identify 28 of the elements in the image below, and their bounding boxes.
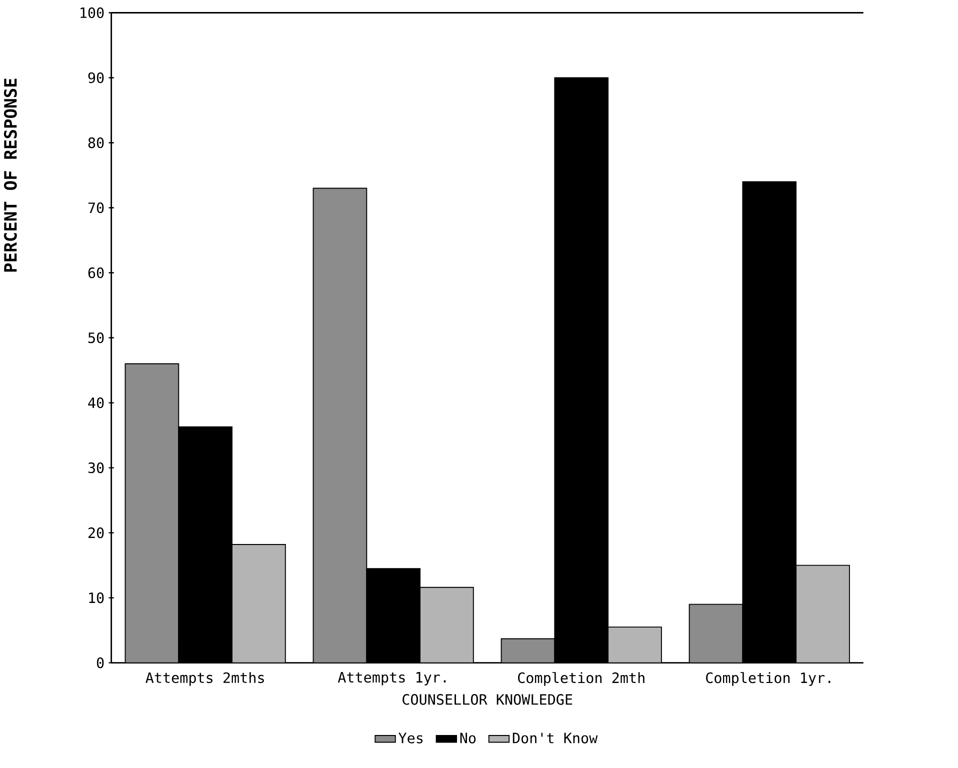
y-tick-label: 80 — [88, 137, 104, 148]
y-tick-label: 0 — [96, 658, 104, 668]
bar — [232, 544, 286, 663]
bar — [420, 587, 474, 663]
x-tick-label: Attempts 2mths — [146, 672, 264, 686]
y-axis-title: PERCENT OF RESPONSE — [4, 78, 17, 272]
y-tick-label: 100 — [80, 7, 104, 18]
bar — [688, 604, 744, 663]
y-tick-label: 90 — [88, 72, 104, 84]
legend-label: No — [460, 732, 476, 744]
x-tick-label: Completion 1yr. — [706, 672, 830, 686]
x-tick-label: Completion 2mth — [518, 672, 644, 686]
bar — [796, 564, 850, 663]
y-tick-label: 60 — [88, 267, 104, 278]
bar — [608, 626, 662, 663]
legend-label: Don't Know — [512, 732, 598, 744]
bar — [312, 188, 368, 663]
y-tick-label: 10 — [89, 592, 104, 604]
x-tick-label: Attempts 1yr. — [338, 672, 446, 686]
legend-label: Yes — [398, 732, 423, 744]
y-tick-label: 70 — [88, 202, 104, 214]
y-tick-label: 20 — [88, 528, 104, 538]
x-axis-title: COUNSELLOR KNOWLEDGE — [402, 694, 572, 705]
y-tick-label: 40 — [88, 397, 104, 408]
y-tick-label: 30 — [88, 462, 104, 474]
y-tick-label: 50 — [88, 332, 104, 344]
bar — [124, 363, 180, 663]
bar — [500, 638, 556, 663]
